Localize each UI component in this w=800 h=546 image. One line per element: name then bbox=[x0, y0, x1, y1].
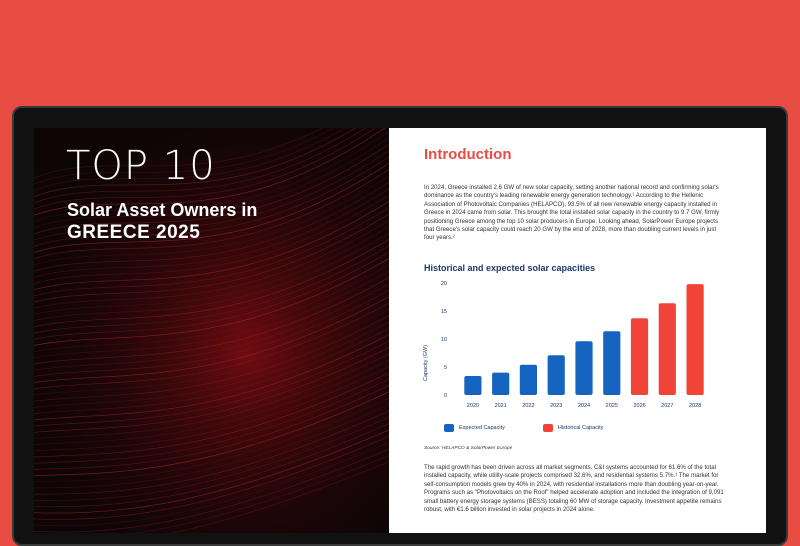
y-tick-label: 20 bbox=[441, 281, 447, 287]
bar-2023 bbox=[547, 355, 565, 395]
y-tick-label: 0 bbox=[444, 393, 447, 399]
x-tick-label: 2026 bbox=[633, 403, 645, 409]
bar-2027 bbox=[658, 303, 676, 395]
report-cover: TOP 10 Solar Asset Owners in GREECE 2025 bbox=[34, 128, 389, 533]
x-tick-label: 2023 bbox=[550, 403, 562, 409]
y-tick-label: 5 bbox=[444, 365, 447, 371]
x-tick-label: 2022 bbox=[522, 403, 534, 409]
legend-item-historical: Historical Capacity bbox=[542, 424, 604, 432]
legend-label: Expected Capacity bbox=[459, 425, 505, 431]
legend-swatch bbox=[542, 424, 553, 432]
x-tick-label: 2020 bbox=[467, 403, 479, 409]
y-axis-label: Capacity (GW) bbox=[423, 345, 429, 381]
bar-2020 bbox=[464, 376, 482, 395]
section-title: Introduction bbox=[424, 146, 512, 163]
bar-2028 bbox=[686, 284, 704, 395]
y-tick-label: 10 bbox=[441, 337, 447, 343]
screen: TOP 10 Solar Asset Owners in GREECE 2025… bbox=[34, 128, 766, 533]
chart-title: Historical and expected solar capacities bbox=[424, 263, 596, 273]
legend-label: Historical Capacity bbox=[557, 425, 604, 431]
bar-2025 bbox=[603, 331, 621, 395]
x-tick-label: 2025 bbox=[606, 403, 618, 409]
capacity-bar-chart: Capacity (GW) 0 5 10 15 20 2020 2021 2022 2023 2… bbox=[423, 281, 704, 409]
cover-title: TOP 10 bbox=[66, 143, 216, 189]
legend-item-expected: Expected Capacity bbox=[444, 424, 505, 432]
intro-paragraph: In 2024, Greece installed 2.6 GW of new … bbox=[424, 184, 720, 242]
x-tick-label: 2027 bbox=[661, 403, 673, 409]
x-tick-label: 2028 bbox=[689, 403, 701, 409]
chart-legend: Expected Capacity Historical Capacity bbox=[444, 424, 603, 432]
bar-2022 bbox=[519, 364, 537, 395]
x-tick-label: 2024 bbox=[578, 403, 590, 409]
bar-2026 bbox=[630, 318, 649, 395]
growth-paragraph: The rapid growth has been driven across … bbox=[424, 464, 724, 514]
y-tick-label: 15 bbox=[441, 309, 447, 315]
legend-swatch bbox=[444, 424, 454, 432]
report-page: Introduction In 2024, Greece installed 2… bbox=[389, 128, 766, 533]
cover-country: GREECE 2025 bbox=[67, 222, 201, 243]
cover-subtitle: Solar Asset Owners in bbox=[67, 200, 258, 220]
chart-source: Source: HELAPCO & SolarPower Europe bbox=[424, 446, 513, 451]
red-wave-pattern bbox=[34, 128, 389, 533]
x-tick-label: 2021 bbox=[495, 403, 507, 409]
bar-2024 bbox=[575, 341, 593, 395]
bar-2021 bbox=[492, 372, 510, 395]
